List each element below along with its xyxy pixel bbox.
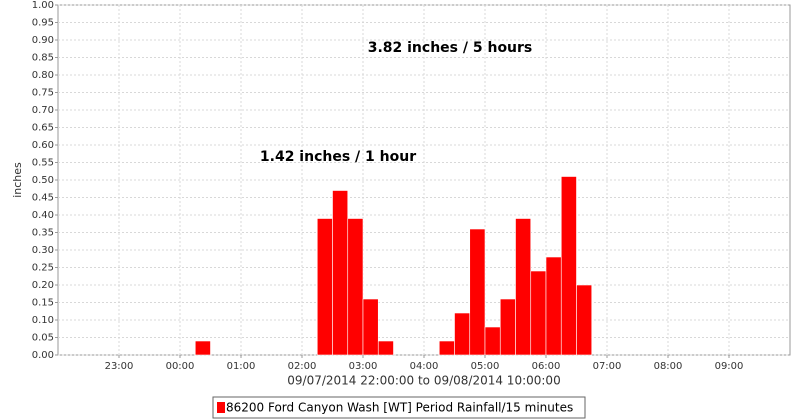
y-tick-label: 0.25: [32, 263, 54, 274]
x-tick-label: 08:00: [654, 361, 683, 372]
bar: [560, 176, 577, 356]
x-axis-label: 09/07/2014 22:00:00 to 09/08/2014 10:00:…: [287, 374, 560, 388]
y-tick-label: 0.30: [32, 245, 54, 256]
bar: [362, 298, 379, 356]
bar: [576, 284, 593, 356]
bar: [454, 312, 471, 356]
annotation: 3.82 inches / 5 hours: [368, 40, 533, 56]
bar: [515, 218, 532, 356]
bar: [545, 256, 562, 356]
y-tick-label: 1.00: [32, 0, 54, 11]
x-tick-label: 03:00: [349, 361, 378, 372]
y-tick-label: 0.15: [32, 298, 54, 309]
y-tick-label: 0.90: [32, 35, 54, 46]
bar: [332, 190, 349, 356]
legend-swatch: [217, 402, 225, 413]
x-tick-label: 00:00: [166, 361, 195, 372]
bar: [316, 218, 333, 356]
y-tick-label: 0.65: [32, 123, 54, 134]
x-tick-label: 23:00: [105, 361, 134, 372]
y-tick-label: 0.60: [32, 140, 54, 151]
y-tick-label: 0.40: [32, 210, 54, 221]
legend: [212, 396, 586, 419]
x-tick-label: 09:00: [715, 361, 744, 372]
x-tick-label: 05:00: [471, 361, 500, 372]
y-tick-label: 0.70: [32, 105, 54, 116]
bar: [194, 340, 211, 356]
y-tick-label: 0.05: [32, 333, 54, 344]
y-tick-label: 0.10: [32, 315, 54, 326]
y-tick-label: 0.80: [32, 70, 54, 81]
x-tick-label: 06:00: [532, 361, 561, 372]
y-axis-label: inches: [11, 162, 24, 198]
bar: [438, 340, 455, 356]
annotation: 1.42 inches / 1 hour: [260, 149, 416, 165]
y-tick-label: 0.20: [32, 280, 54, 291]
bar: [530, 270, 547, 356]
y-tick-label: 0.45: [32, 193, 54, 204]
x-tick-label: 07:00: [593, 361, 622, 372]
y-tick-label: 0.35: [32, 228, 54, 239]
x-tick-label: 02:00: [288, 361, 317, 372]
y-tick-label: 0.95: [32, 18, 54, 29]
bar: [484, 326, 501, 356]
y-tick-label: 0.75: [32, 88, 54, 99]
bar: [347, 218, 364, 356]
bar: [499, 298, 516, 356]
x-tick-label: 01:00: [227, 361, 256, 372]
y-tick-label: 0.50: [32, 175, 54, 186]
y-tick-label: 0.85: [32, 53, 54, 64]
bar: [377, 340, 394, 356]
y-tick-label: 0.00: [32, 350, 54, 361]
y-tick-label: 0.55: [32, 158, 54, 169]
legend-label: 86200 Ford Canyon Wash [WT] Period Rainf…: [226, 401, 573, 415]
bar: [469, 228, 486, 356]
x-tick-label: 04:00: [410, 361, 439, 372]
